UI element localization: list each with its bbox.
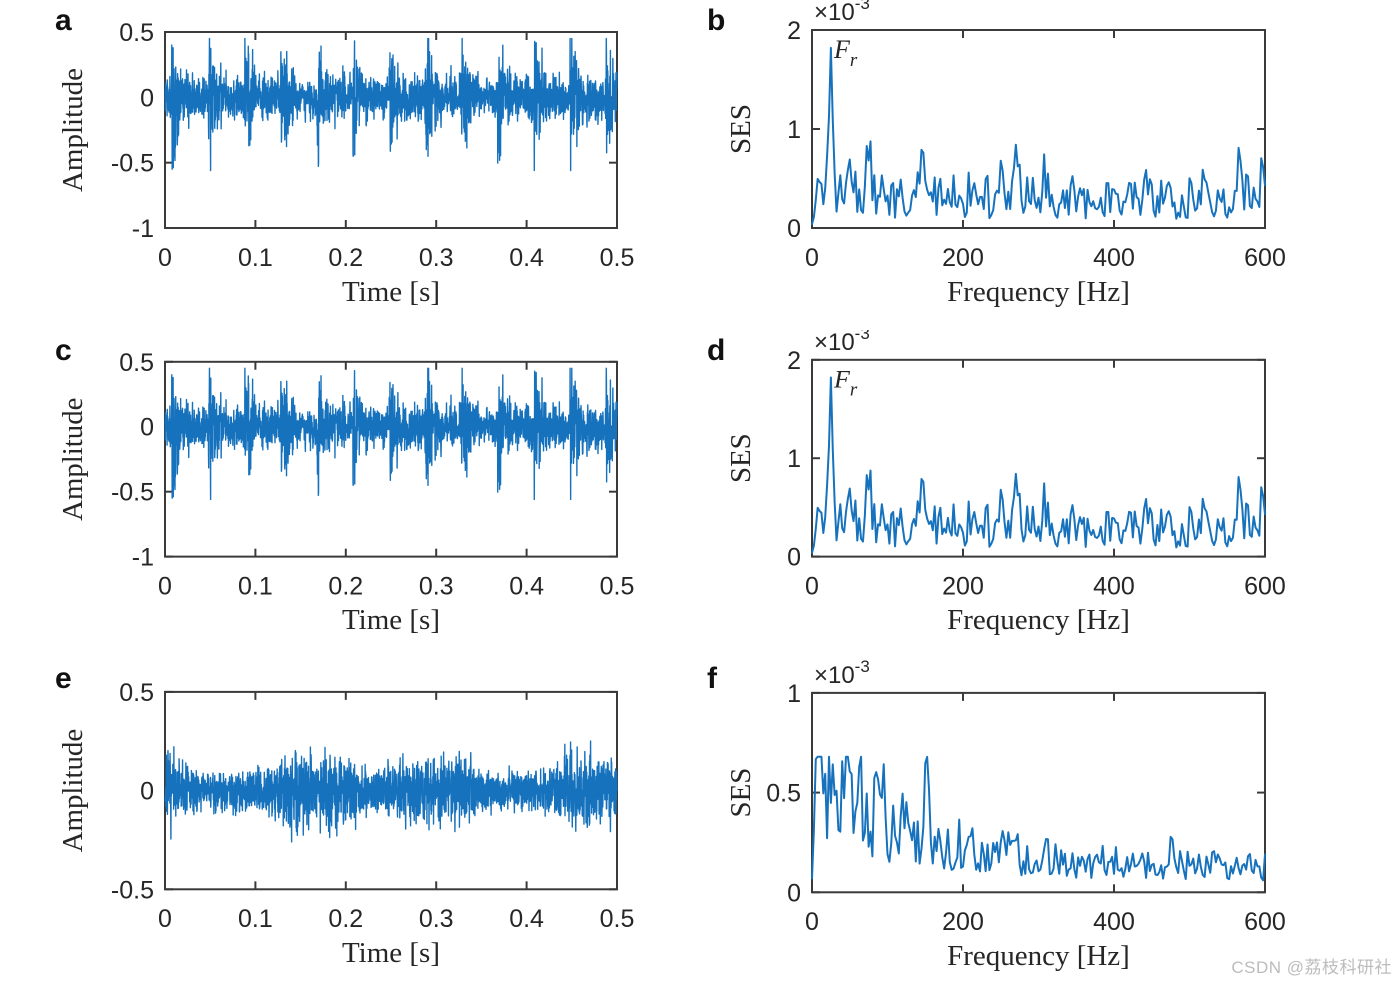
x-tick-label: 0.1 bbox=[238, 244, 273, 272]
y-axis-label: Amplitude bbox=[57, 729, 89, 853]
plot-canvas-c: 0 0.1 0.2 0.3 0.4 0.5 0.5 0 -0.5 -1 Time [s] Amplit… bbox=[57, 349, 635, 636]
y-tick-label: 1 bbox=[787, 116, 801, 144]
x-tick-label: 0.2 bbox=[328, 244, 363, 272]
y-tick-label: 0.5 bbox=[119, 349, 154, 377]
x-axis-label: Time [s] bbox=[342, 937, 440, 969]
x-axis-label: Frequency [Hz] bbox=[947, 940, 1130, 972]
panel-label-d: d bbox=[707, 334, 726, 367]
y-tick-label: -1 bbox=[132, 215, 154, 243]
axes-box bbox=[164, 360, 618, 558]
y-axis-label: SES bbox=[725, 104, 757, 154]
x-tick-label: 0 bbox=[805, 908, 819, 936]
subplot-a: a 0 0.1 0.2 0.3 0.4 0.5 0.5 0 -0.5 -1 Time [s] Ampl… bbox=[0, 0, 700, 330]
panel-label-b: b bbox=[707, 4, 726, 37]
x-tick-label: 400 bbox=[1093, 244, 1135, 272]
x-tick-label: 0.2 bbox=[328, 572, 363, 600]
panel-label-a: a bbox=[55, 4, 72, 37]
x-tick-label: 400 bbox=[1093, 908, 1135, 936]
x-axis-label: Time [s] bbox=[342, 604, 440, 636]
y-axis-multiplier: ×10-3 bbox=[814, 658, 870, 689]
y-tick-label: 0.5 bbox=[119, 679, 154, 707]
x-tick-label: 0.3 bbox=[419, 905, 454, 933]
x-tick-label: 400 bbox=[1093, 572, 1135, 600]
y-axis-multiplier: ×10-3 bbox=[814, 0, 870, 26]
x-tick-label: 0.4 bbox=[509, 244, 544, 272]
plot-canvas-a: 0 0.1 0.2 0.3 0.4 0.5 0.5 0 -0.5 -1 Time [s] Amplit… bbox=[57, 19, 635, 308]
x-tick-label: 0.5 bbox=[600, 905, 635, 933]
panel-label-e: e bbox=[55, 662, 72, 695]
y-tick-label: 0 bbox=[140, 778, 154, 806]
axes-box bbox=[164, 31, 618, 229]
y-tick-label: 0 bbox=[140, 84, 154, 112]
x-tick-label: 0 bbox=[805, 572, 819, 600]
x-tick-label: 0 bbox=[805, 244, 819, 272]
plot-canvas-b: 0 200 400 600 0 1 2 Frequency [Hz] SES ×10-3 Fr bbox=[725, 0, 1286, 308]
fault-frequency-annotation: Fr bbox=[833, 35, 858, 71]
x-tick-label: 0.1 bbox=[238, 905, 273, 933]
x-tick-label: 0.4 bbox=[509, 905, 544, 933]
x-tick-label: 200 bbox=[942, 244, 984, 272]
watermark: CSDN @荔枝科研社 bbox=[1231, 958, 1392, 977]
subplot-e: e 0 0.1 0.2 0.3 0.4 0.5 0.5 0 -0.5 Time [s] Amplit… bbox=[0, 658, 700, 987]
y-axis-multiplier: ×10-3 bbox=[814, 330, 870, 356]
y-axis-label: Amplitude bbox=[57, 68, 89, 192]
y-tick-label: 1 bbox=[787, 680, 801, 708]
y-tick-label: 0.5 bbox=[766, 780, 801, 808]
plot-canvas-f: 0 200 400 600 0 0.5 1 Frequency [Hz] SES ×10-3 bbox=[725, 658, 1286, 972]
y-tick-label: 0.5 bbox=[119, 19, 154, 47]
y-tick-label: -0.5 bbox=[111, 479, 154, 507]
x-tick-label: 0.3 bbox=[419, 572, 454, 600]
y-axis-label: SES bbox=[725, 433, 757, 483]
x-tick-label: 200 bbox=[942, 908, 984, 936]
x-tick-label: 0.5 bbox=[600, 244, 635, 272]
y-tick-label: 0 bbox=[140, 414, 154, 442]
subplot-d: d 0 200 400 600 0 1 2 Frequency [Hz] SES ×10-3 Fr bbox=[700, 330, 1400, 658]
panel-label-f: f bbox=[707, 662, 717, 695]
y-axis-label: Amplitude bbox=[57, 398, 89, 521]
x-tick-label: 0.2 bbox=[328, 905, 363, 933]
y-axis-label: SES bbox=[725, 768, 757, 818]
signal-line-f bbox=[811, 755, 1266, 882]
x-tick-label: 0.5 bbox=[600, 572, 635, 600]
y-tick-label: -1 bbox=[132, 544, 154, 572]
y-tick-label: 1 bbox=[787, 445, 801, 473]
x-tick-label: 0 bbox=[158, 572, 172, 600]
subplot-c: c 0 0.1 0.2 0.3 0.4 0.5 0.5 0 -0.5 -1 Time [s] Ampl… bbox=[0, 330, 700, 658]
y-tick-label: 0 bbox=[787, 879, 801, 907]
x-tick-label: 600 bbox=[1244, 572, 1286, 600]
subplot-f: f 0 200 400 600 0 0.5 1 Frequency [Hz] SES ×10-3 bbox=[700, 658, 1400, 987]
x-tick-label: 0.1 bbox=[238, 572, 273, 600]
signal-line-b bbox=[811, 46, 1266, 226]
x-tick-label: 600 bbox=[1244, 244, 1286, 272]
signal-line-a bbox=[164, 37, 618, 172]
x-tick-label: 0.4 bbox=[509, 572, 544, 600]
x-tick-label: 600 bbox=[1244, 908, 1286, 936]
x-tick-label: 0 bbox=[158, 244, 172, 272]
x-tick-label: 200 bbox=[942, 572, 984, 600]
signal-line-c bbox=[164, 367, 618, 501]
signal-line-d bbox=[811, 376, 1266, 554]
y-tick-label: -0.5 bbox=[111, 150, 154, 178]
fault-frequency-annotation: Fr bbox=[833, 365, 858, 401]
x-axis-label: Time [s] bbox=[342, 276, 440, 308]
plot-canvas-d: 0 200 400 600 0 1 2 Frequency [Hz] SES ×10-3 Fr bbox=[725, 330, 1286, 636]
subplot-b: b 0 200 400 600 0 1 2 Frequency [Hz] SES ×10-3 Fr bbox=[700, 0, 1400, 330]
x-axis-label: Frequency [Hz] bbox=[947, 604, 1130, 636]
y-tick-label: 0 bbox=[787, 544, 801, 572]
signal-line-e bbox=[164, 740, 618, 843]
x-tick-label: 0.3 bbox=[419, 244, 454, 272]
y-tick-label: 0 bbox=[787, 215, 801, 243]
y-tick-label: 2 bbox=[787, 347, 801, 375]
x-tick-label: 0 bbox=[158, 905, 172, 933]
y-tick-label: 2 bbox=[787, 17, 801, 45]
x-axis-label: Frequency [Hz] bbox=[947, 276, 1130, 308]
y-tick-label: -0.5 bbox=[111, 876, 154, 904]
panel-label-c: c bbox=[55, 334, 72, 367]
